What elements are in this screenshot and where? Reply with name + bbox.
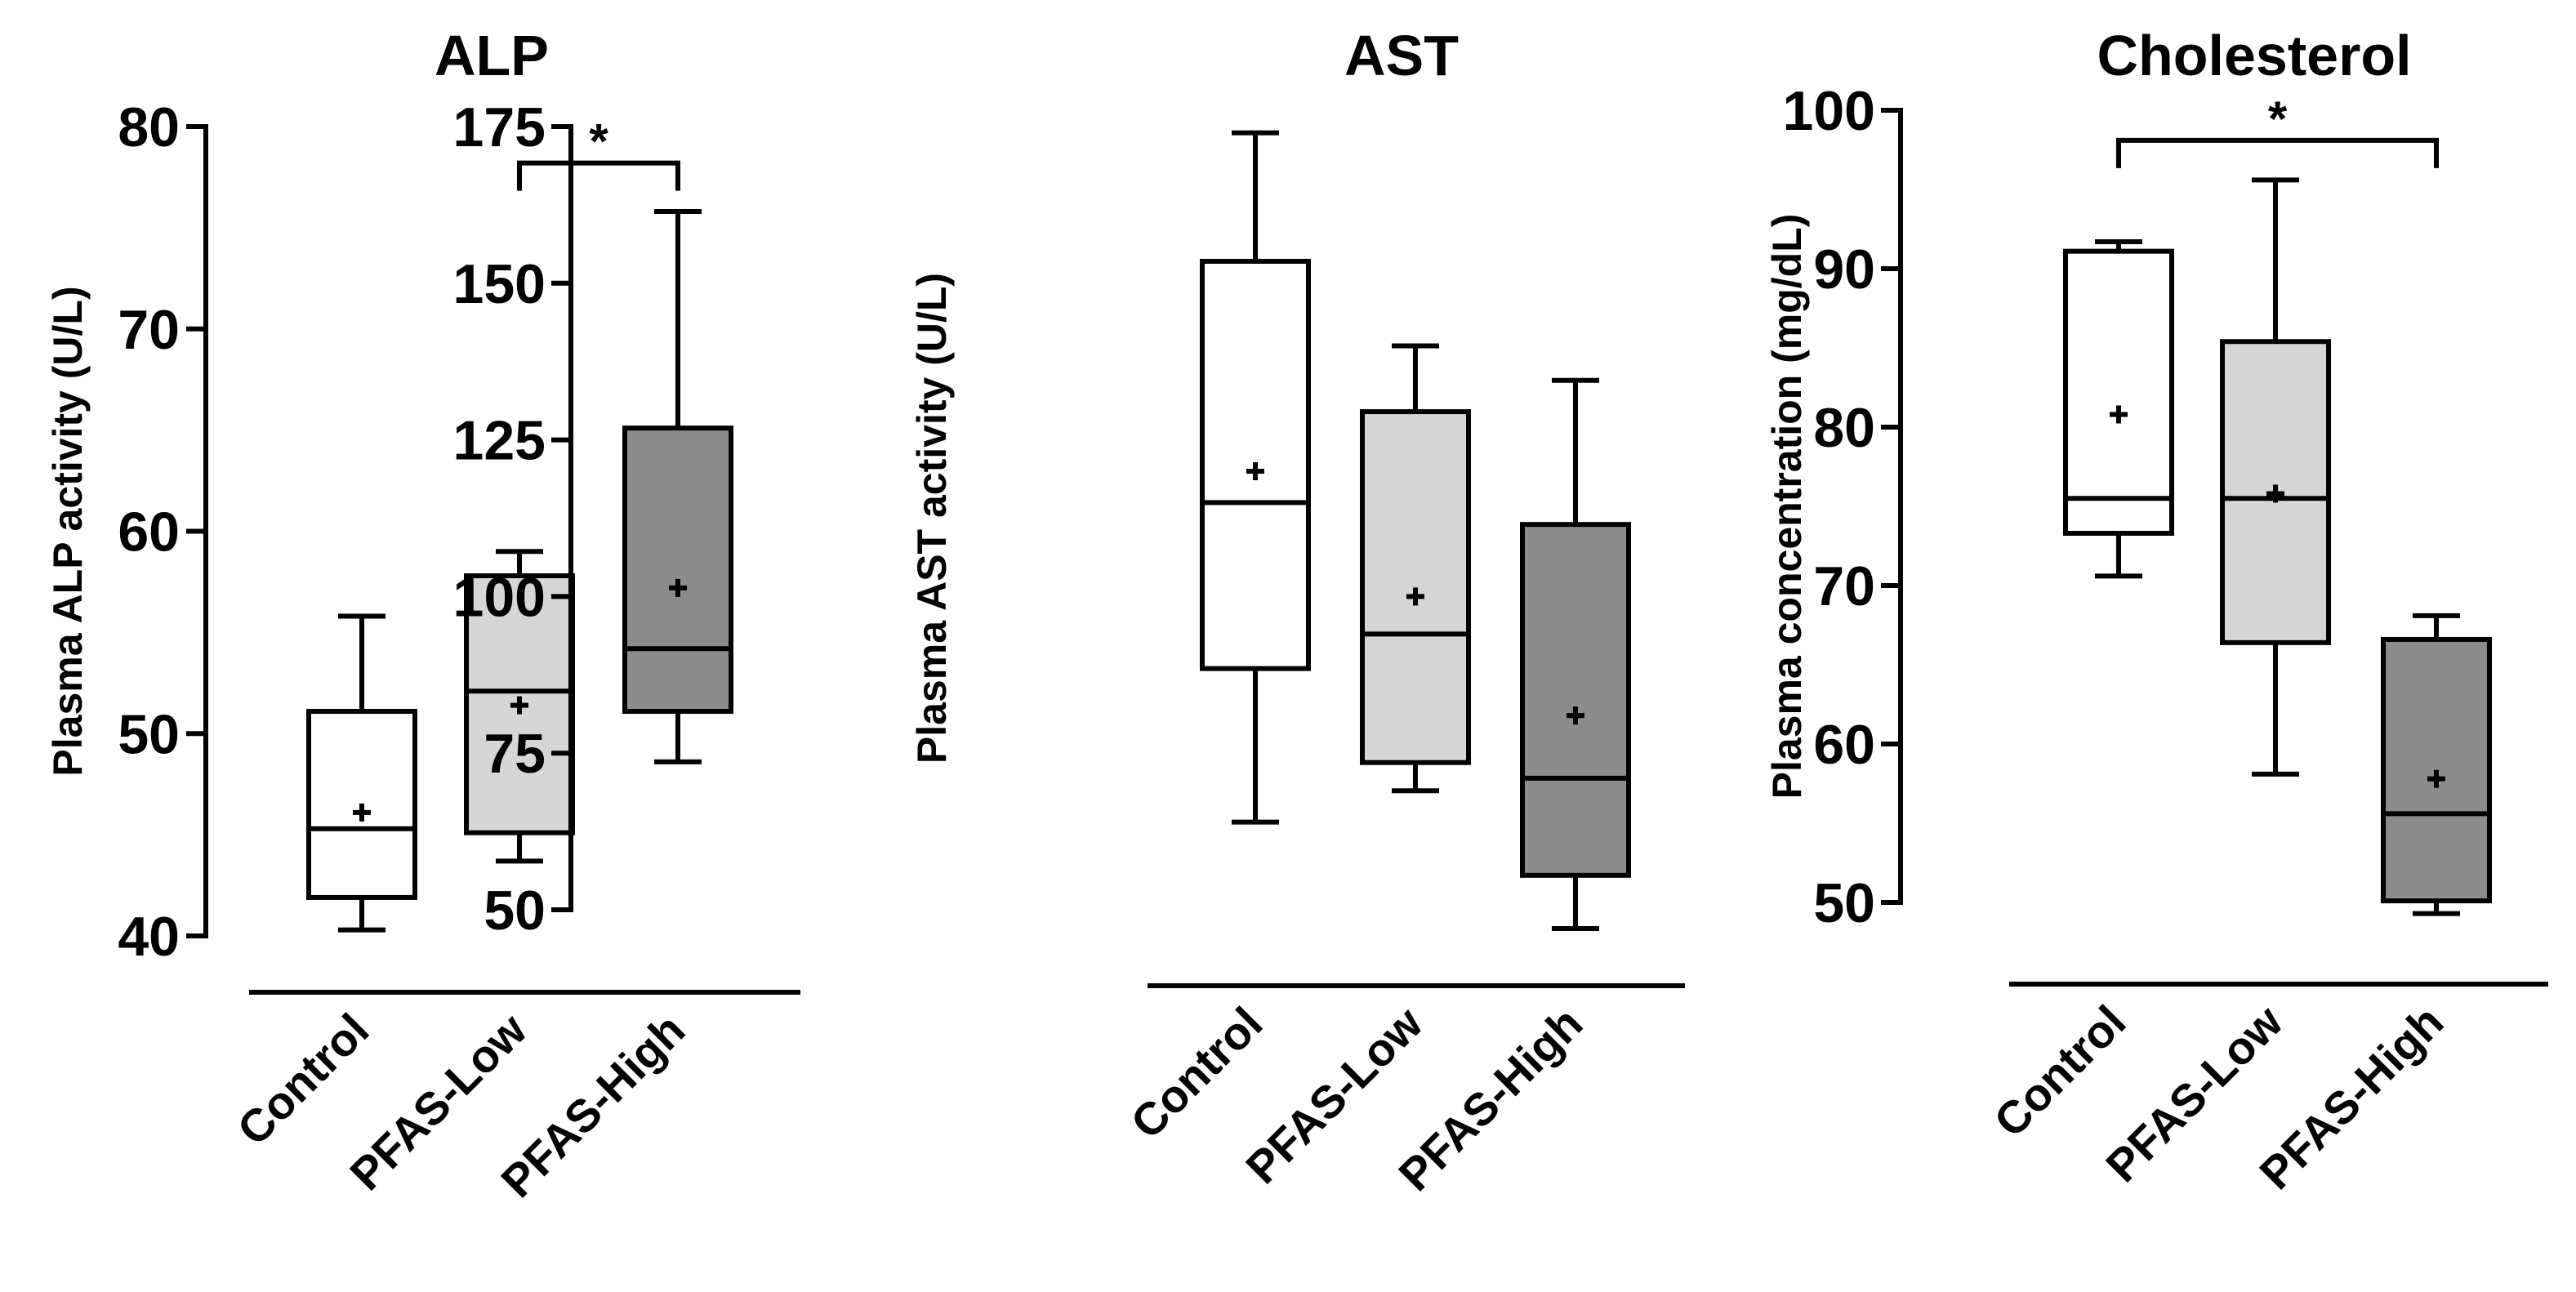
panel-2-y-tick-label: 50 <box>484 880 546 942</box>
panel-3-y-tick-label: 80 <box>1813 397 1875 459</box>
panel-3-y-axis-label: Plasma concentration (mg/dL) <box>1764 214 1810 800</box>
panel-1-y-tick-label: 40 <box>118 906 180 968</box>
panel-3-category-label-0: Control <box>1984 996 2135 1147</box>
panel-2-box-2 <box>1520 522 1631 878</box>
panel-1-y-tick-label: 50 <box>118 703 180 765</box>
panel-1-y-tick-label: 80 <box>118 96 180 158</box>
panel-2-y-tick-label: 125 <box>453 410 546 472</box>
panel-1-significance-label-0: * <box>589 114 608 169</box>
panel-1-significance-bracket-0 <box>517 160 680 191</box>
panel-2-box-1 <box>1360 409 1471 765</box>
panel-3-significance-label-0: * <box>2268 91 2288 146</box>
panel-2-y-tick-label: 175 <box>453 96 546 158</box>
panel-3-y-tick-label: 60 <box>1813 714 1875 776</box>
panel-1-box-2 <box>622 425 733 714</box>
panel-3-y-tick-label: 90 <box>1813 238 1875 301</box>
panel-1-y-tick-label: 60 <box>118 501 180 564</box>
panel-2-category-label-0: Control <box>1121 997 1272 1148</box>
panel-3-y-tick-label: 70 <box>1813 555 1875 617</box>
panel-3-box-2 <box>2381 636 2492 904</box>
panel-2-title: AST <box>1344 24 1459 87</box>
panel-1-y-axis-label: Plasma ALP activity (U/L) <box>45 286 91 776</box>
panel-3-significance-bracket-0 <box>2116 137 2439 168</box>
panel-3-y-tick-label: 50 <box>1813 872 1875 934</box>
panel-3-box-0 <box>2063 248 2174 536</box>
panel-3-title: Cholesterol <box>2097 24 2411 87</box>
panel-2-y-tick-label: 150 <box>453 253 546 315</box>
panel-1-title: ALP <box>435 24 549 87</box>
panel-1-y-tick-label: 70 <box>118 299 180 361</box>
panel-2-y-axis-label: Plasma AST activity (U/L) <box>909 273 955 764</box>
panel-1-category-label-0: Control <box>227 1004 378 1155</box>
panel-3-y-tick-label: 100 <box>1783 80 1875 142</box>
panel-2-y-tick-label: 75 <box>484 723 546 785</box>
panel-2-y-tick-label: 100 <box>453 566 546 628</box>
